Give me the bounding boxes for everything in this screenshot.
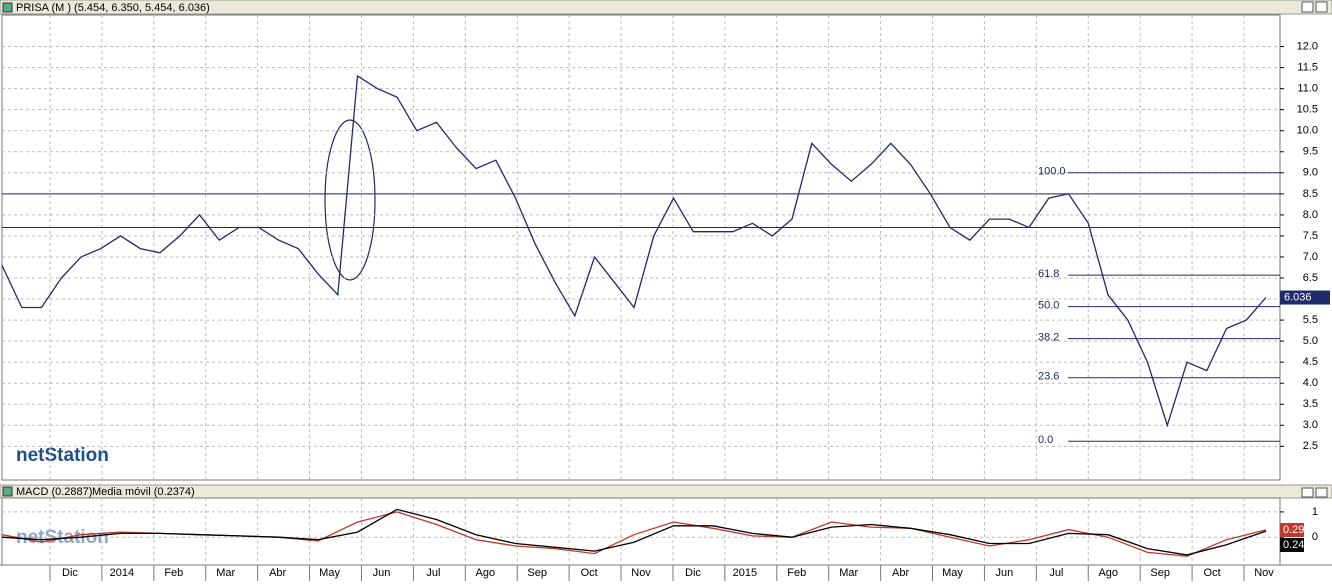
y-tick-label: 4.5 — [1303, 356, 1318, 368]
y-tick-label: 6.5 — [1303, 272, 1318, 284]
y-tick-label: 10.5 — [1297, 104, 1318, 116]
x-tick-label: Nov — [631, 567, 651, 579]
x-tick-label: Dic — [685, 567, 701, 579]
last-value-box — [1280, 523, 1304, 537]
y-tick-label: 12.0 — [1297, 40, 1318, 52]
fib-label: 38.2 — [1038, 332, 1059, 344]
y-tick-label: 11.0 — [1297, 83, 1318, 95]
x-tick-label: Abr — [269, 567, 286, 579]
x-tick-label: Abr — [892, 567, 909, 579]
watermark: netStation — [16, 445, 109, 466]
y-tick-label: 10.0 — [1297, 125, 1318, 137]
fib-label: 61.8 — [1038, 268, 1059, 280]
window-icon — [2, 486, 13, 497]
last-value-label: 0.24 — [1283, 539, 1304, 551]
x-tick-label: Jul — [426, 567, 440, 579]
minimize-button[interactable] — [1301, 1, 1314, 13]
y-tick-label: 4.0 — [1303, 377, 1318, 389]
x-tick-label: Feb — [164, 567, 183, 579]
y-tick-label: 7.0 — [1303, 251, 1318, 263]
fib-label: 50.0 — [1038, 300, 1059, 312]
x-tick-label: Jul — [1049, 567, 1063, 579]
y-tick-label: 0 — [1312, 531, 1318, 543]
x-tick-label: Sep — [527, 567, 547, 579]
signal-title: Media móvil (0.2374) — [92, 486, 195, 498]
x-tick-label: Dic — [62, 567, 78, 579]
x-tick-label: Sep — [1150, 567, 1170, 579]
y-tick-label: 1 — [1312, 506, 1318, 518]
y-tick-label: 5.5 — [1303, 314, 1318, 326]
y-tick-label: 9.0 — [1303, 167, 1318, 179]
x-tick-label: Nov — [1254, 567, 1274, 579]
chart-title: PRISA (M ) (5.454, 6.350, 5.454, 6.036) — [16, 2, 210, 14]
x-tick-label: Ago — [476, 567, 496, 579]
fib-label: 0.0 — [1038, 434, 1053, 446]
last-price-box — [1280, 290, 1330, 305]
x-tick-label: Mar — [839, 567, 858, 579]
last-value-box — [1280, 538, 1304, 552]
y-tick-label: 7.5 — [1303, 230, 1318, 242]
y-tick-label: 2.5 — [1303, 440, 1318, 452]
price-line — [1, 508, 1267, 556]
macd-title: MACD (0.2887) — [16, 486, 92, 498]
maximize-button[interactable] — [1315, 1, 1328, 13]
x-tick-label: 2014 — [110, 567, 134, 579]
last-price-label: 6.036 — [1284, 291, 1312, 303]
fib-label: 100.0 — [1038, 166, 1066, 178]
minimize-button[interactable] — [1301, 487, 1314, 498]
x-tick-label: May — [319, 567, 340, 579]
price-panel — [1, 14, 1281, 481]
x-tick-label: 2015 — [733, 567, 757, 579]
y-tick-label: 9.5 — [1303, 146, 1318, 158]
x-tick-label: Jun — [373, 567, 391, 579]
x-tick-label: Ago — [1098, 567, 1118, 579]
maximize-button[interactable] — [1315, 487, 1328, 498]
y-tick-label: 5.0 — [1303, 335, 1318, 347]
x-tick-label: Oct — [1204, 567, 1221, 579]
y-tick-label: 8.5 — [1303, 188, 1318, 200]
title-bar — [0, 0, 1332, 15]
x-tick-label: Jun — [996, 567, 1014, 579]
x-tick-label: Oct — [581, 567, 598, 579]
window-icon — [2, 2, 13, 13]
price-line — [1, 74, 1267, 428]
fib-label: 23.6 — [1038, 371, 1059, 383]
annotation-ellipse — [324, 119, 376, 281]
x-tick-label: Mar — [216, 567, 235, 579]
y-tick-label: 3.5 — [1303, 398, 1318, 410]
x-tick-label: May — [942, 567, 963, 579]
x-tick-label: Feb — [787, 567, 806, 579]
macd-title-bar — [0, 484, 1332, 499]
last-value-label: 0.29 — [1283, 524, 1304, 536]
y-tick-label: 8.0 — [1303, 209, 1318, 221]
y-tick-label: 3.0 — [1303, 419, 1318, 431]
y-tick-label: 11.5 — [1297, 62, 1318, 74]
